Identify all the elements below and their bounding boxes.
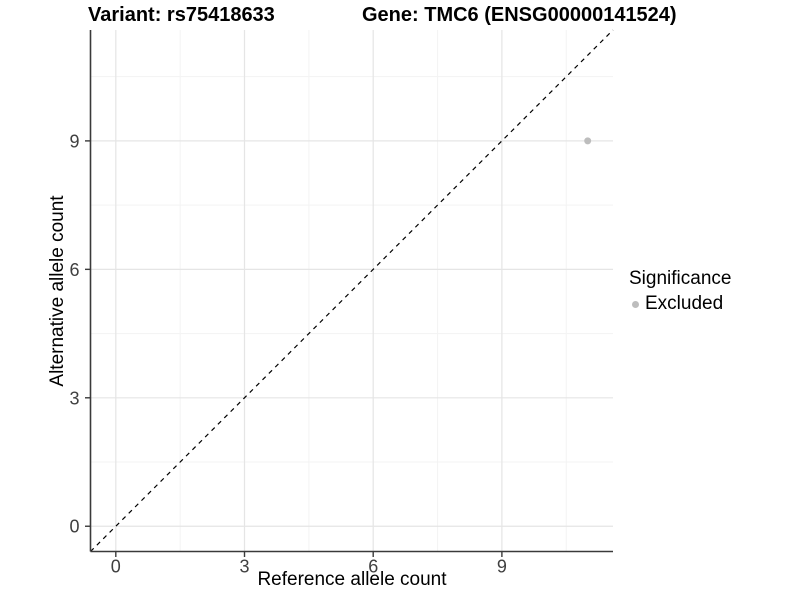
legend: Significance Excluded	[629, 268, 731, 315]
legend-point-icon	[632, 300, 639, 308]
variant-title: Variant: rs75418633	[88, 4, 275, 26]
x-tick-label: 9	[497, 557, 507, 577]
x-tick-label: 6	[368, 557, 378, 577]
data-point	[584, 137, 592, 145]
gene-title: Gene: TMC6 (ENSG00000141524)	[362, 4, 677, 26]
legend-item-label: Excluded	[645, 293, 724, 314]
y-axis-title: Alternative allele count	[47, 195, 68, 387]
x-tick-label: 3	[239, 557, 249, 577]
x-tick-label: 0	[111, 557, 121, 577]
x-axis-title: Reference allele count	[257, 569, 447, 590]
y-tick-label: 0	[69, 517, 79, 537]
y-tick-label: 6	[69, 260, 79, 280]
y-tick-label: 9	[69, 131, 79, 151]
identity-dashed-line	[90, 29, 614, 552]
legend-item-excluded: Excluded	[629, 293, 731, 315]
y-tick-label: 3	[69, 388, 79, 408]
legend-title: Significance	[629, 268, 732, 289]
